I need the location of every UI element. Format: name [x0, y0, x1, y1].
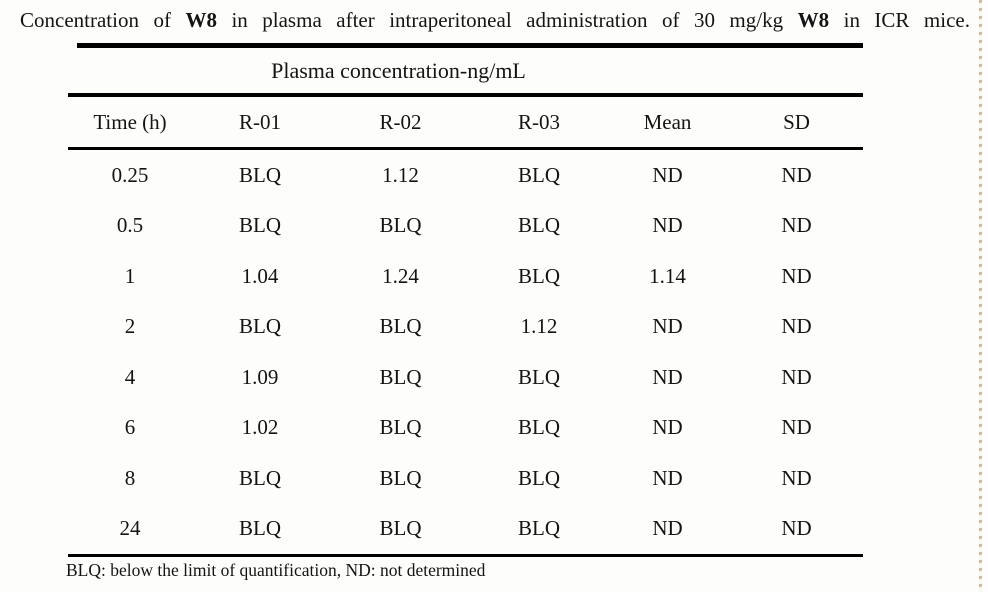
scan-edge-artifact — [979, 0, 982, 592]
cell-sd: ND — [781, 465, 812, 490]
cell-r03: BLQ — [518, 415, 560, 440]
table-row: 4 1.09 BLQ BLQ ND ND — [68, 352, 863, 403]
cell-sd: ND — [781, 364, 812, 389]
cell-mean: ND — [652, 465, 683, 490]
cell-r01: BLQ — [239, 465, 281, 490]
spacer-cell — [68, 48, 192, 97]
cell-r02: BLQ — [328, 503, 473, 557]
compound-name-1: W8 — [185, 8, 217, 32]
table-row: 2 BLQ BLQ 1.12 ND ND — [68, 302, 863, 353]
spanning-header: Plasma concentration-ng/mL — [192, 48, 605, 97]
column-header-r03: R-03 — [473, 95, 605, 150]
cell-mean: ND — [652, 213, 683, 238]
table-row: 24 BLQ BLQ BLQ ND ND — [68, 503, 863, 557]
cell-r02: BLQ — [379, 415, 422, 440]
caption-text-1: Concentration of — [20, 8, 186, 32]
spacer-cell — [605, 48, 863, 97]
cell-r01: BLQ — [239, 162, 281, 187]
cell-mean: ND — [605, 503, 730, 557]
cell-r02: 1.12 — [382, 162, 419, 187]
table-row: 1 1.04 1.24 BLQ 1.14 ND — [68, 251, 863, 302]
cell-time: 6 — [124, 415, 136, 440]
column-header-sd: SD — [730, 95, 863, 150]
cell-time: 1 — [124, 263, 136, 288]
table-row: 8 BLQ BLQ BLQ ND ND — [68, 453, 863, 504]
plasma-concentration-table: Plasma concentration-ng/mL Time (h) R-01… — [68, 48, 863, 557]
cell-r03: BLQ — [518, 465, 560, 490]
cell-r03: 1.12 — [520, 314, 558, 339]
cell-sd: ND — [781, 415, 812, 440]
cell-r01: 1.09 — [241, 364, 279, 389]
caption-text-2: in plasma after intraperitoneal administ… — [216, 8, 798, 32]
cell-r03: BLQ — [473, 503, 605, 557]
cell-r02: BLQ — [379, 465, 422, 490]
cell-mean: 1.14 — [649, 263, 686, 288]
cell-time: 4 — [124, 364, 136, 389]
column-header-r02: R-02 — [328, 95, 473, 150]
cell-r01: BLQ — [239, 213, 281, 238]
compound-name-2: W8 — [797, 8, 830, 32]
table-row: 0.25 BLQ 1.12 BLQ ND ND — [68, 149, 863, 201]
cell-r01: BLQ — [192, 503, 328, 557]
table-row: 6 1.02 BLQ BLQ ND ND — [68, 403, 863, 454]
cell-r01: 1.02 — [241, 415, 279, 440]
cell-r01: 1.04 — [241, 263, 279, 288]
column-header-r01: R-01 — [192, 95, 328, 150]
cell-time: 8 — [124, 465, 136, 490]
cell-time: 2 — [124, 314, 136, 339]
cell-mean: ND — [652, 364, 683, 389]
table-top-rule — [77, 43, 863, 48]
cell-r01: BLQ — [239, 314, 281, 339]
cell-r02: BLQ — [379, 213, 422, 238]
cell-r02: 1.24 — [382, 263, 419, 288]
table-caption: Concentration of W8 in plasma after intr… — [20, 7, 970, 33]
column-header-row: Time (h) R-01 R-02 R-03 Mean SD — [68, 95, 863, 150]
cell-sd: ND — [781, 263, 812, 288]
cell-sd: ND — [781, 213, 812, 238]
cell-r02: BLQ — [379, 364, 422, 389]
cell-sd: ND — [781, 162, 812, 187]
spanning-header-row: Plasma concentration-ng/mL — [68, 48, 863, 97]
cell-sd: ND — [781, 314, 812, 339]
cell-sd: ND — [730, 503, 863, 557]
cell-r03: BLQ — [518, 263, 560, 288]
cell-time: 24 — [68, 503, 192, 557]
cell-mean: ND — [652, 415, 683, 440]
cell-r03: BLQ — [518, 162, 560, 187]
cell-r03: BLQ — [518, 364, 560, 389]
column-header-time: Time (h) — [68, 95, 192, 150]
cell-mean: ND — [652, 162, 683, 187]
table-footnote: BLQ: below the limit of quantification, … — [66, 560, 486, 580]
cell-r03: BLQ — [518, 213, 560, 238]
cell-mean: ND — [652, 314, 683, 339]
caption-text-3: in ICR mice. — [829, 8, 970, 32]
cell-r02: BLQ — [379, 314, 422, 339]
cell-time: 0.25 — [111, 162, 149, 187]
column-header-mean: Mean — [605, 95, 730, 150]
cell-time: 0.5 — [116, 213, 144, 238]
table-row: 0.5 BLQ BLQ BLQ ND ND — [68, 201, 863, 252]
